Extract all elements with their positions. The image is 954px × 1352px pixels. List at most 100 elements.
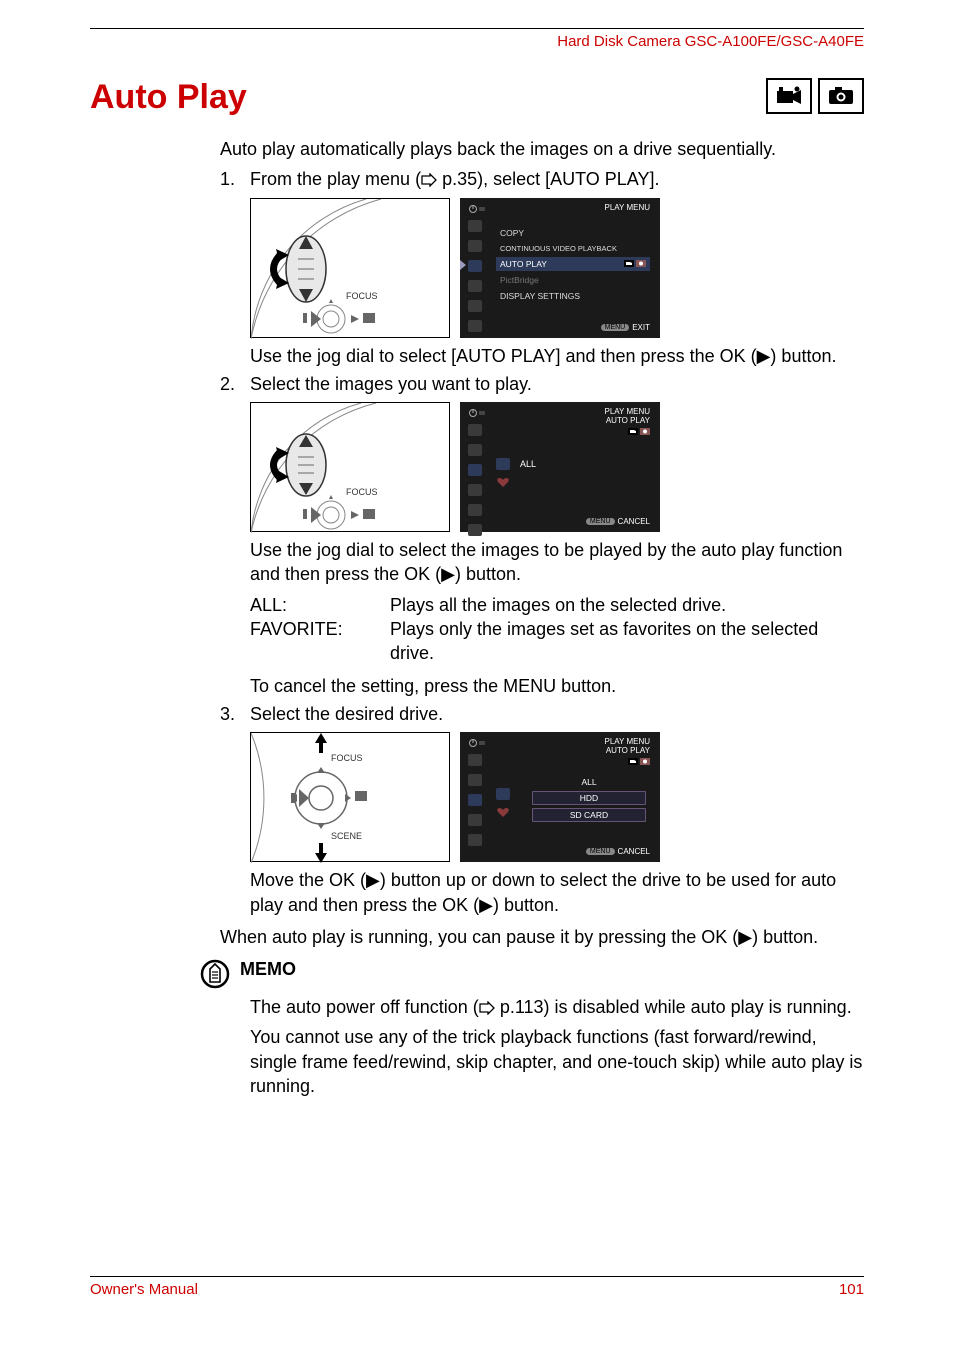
photo-mode-icon [818, 78, 864, 114]
menu-button-pill: MENU [586, 848, 615, 855]
section-title: Auto Play [90, 78, 247, 117]
step-2-cancel: To cancel the setting, press the MENU bu… [250, 674, 864, 698]
menu-cat-icon [468, 240, 482, 252]
step-3-num: 3. [220, 702, 250, 726]
mode-badges [605, 758, 651, 768]
memo-p1: The auto power off function ( p.113) is … [250, 995, 864, 1019]
sub-icon [496, 458, 510, 470]
menu-cat-icon [468, 754, 482, 766]
heart-icon [496, 476, 510, 488]
screen-1-left-icons [468, 220, 482, 332]
menu-item: COPY [496, 226, 650, 240]
step-1: 1. From the play menu ( p.35), select [A… [220, 167, 864, 191]
screen-3-footer: MENU CANCEL [586, 847, 650, 856]
sub-label: ALL [520, 459, 536, 469]
menu-cat-icon [468, 260, 482, 272]
menu-cat-icon [468, 320, 482, 332]
screen-3-left-icons [468, 754, 482, 846]
screen-2-title: PLAY MENU AUTO PLAY [605, 408, 651, 437]
drive-option-selected: HDD [532, 791, 646, 805]
screen-3-title: PLAY MENU AUTO PLAY [605, 738, 651, 767]
menu-item-selected: AUTO PLAY [496, 257, 650, 271]
header-rule [90, 28, 864, 29]
def-favorite: FAVORITE: Plays only the images set as f… [250, 617, 864, 666]
step-1-text-b: p.35), select [AUTO PLAY]. [437, 169, 659, 189]
step-3-figures: FOCUS SCENE PLAY MENU AUTO PLAY [250, 732, 864, 862]
memo-icon [200, 959, 230, 989]
drive-option: SD CARD [532, 808, 646, 822]
autoplay-screen-2: PLAY MENU AUTO PLAY ALL MENU CANCEL [460, 402, 660, 532]
step-3: 3. Select the desired drive. [220, 702, 864, 726]
intro-text: Auto play automatically plays back the i… [220, 137, 864, 161]
footer-label: EXIT [632, 323, 650, 332]
step-2-figures: FOCUS PLAY MENU AUTO PLAY [250, 402, 864, 532]
memo-header: MEMO [200, 959, 864, 989]
def-fav-term: FAVORITE: [250, 617, 390, 666]
title-row: Auto Play [90, 78, 864, 117]
mode-icons [766, 78, 864, 114]
menu-cat-icon [468, 444, 482, 456]
ref-arrow-icon [479, 1001, 495, 1015]
play-menu-screen-1: PLAY MENU COPY CONTINUOUS VIDEO PLAYBACK… [460, 198, 660, 338]
screen-3-title-b: AUTO PLAY [605, 747, 651, 756]
page-footer: Owner's Manual 101 [90, 1276, 864, 1298]
pause-note: When auto play is running, you can pause… [220, 925, 864, 949]
step-1-text-a: From the play menu ( [250, 169, 421, 189]
menu-cat-icon [468, 280, 482, 292]
svg-text:FOCUS: FOCUS [346, 487, 378, 497]
svg-text:FOCUS: FOCUS [331, 753, 363, 763]
step-2-num: 2. [220, 372, 250, 396]
sub-icon-box [496, 788, 510, 800]
def-all: ALL: Plays all the images on the selecte… [250, 593, 864, 617]
jog-dial-figure-2: FOCUS [250, 402, 450, 532]
power-icon [468, 738, 488, 748]
footer-label: CANCEL [618, 517, 650, 526]
svg-text:FOCUS: FOCUS [346, 291, 378, 301]
menu-button-pill: MENU [586, 518, 615, 525]
menu-item: CONTINUOUS VIDEO PLAYBACK [496, 242, 650, 255]
ok-button-figure-3: FOCUS SCENE [250, 732, 450, 862]
running-head: Hard Disk Camera GSC-A100FE/GSC-A40FE [90, 33, 864, 50]
step-1-after: Use the jog dial to select [AUTO PLAY] a… [250, 344, 864, 368]
def-all-desc: Plays all the images on the selected dri… [390, 593, 864, 617]
mode-badges [624, 259, 646, 269]
menu-cat-icon [468, 834, 482, 846]
step-2-after: Use the jog dial to select the images to… [250, 538, 864, 587]
menu-item: DISPLAY SETTINGS [496, 289, 650, 303]
footer-right: 101 [839, 1281, 864, 1298]
memo-p1-b: p.113) is disabled while auto play is ru… [495, 997, 852, 1017]
power-icon [468, 408, 488, 418]
cursor-icon [458, 258, 468, 272]
screen-3-options: ALL HDD SD CARD [532, 776, 646, 825]
memo-p2: You cannot use any of the trick playback… [250, 1025, 864, 1098]
svg-text:SCENE: SCENE [331, 831, 362, 841]
screen-1-footer: MENU EXIT [601, 323, 650, 332]
step-3-text: Select the desired drive. [250, 702, 864, 726]
step-1-body: From the play menu ( p.35), select [AUTO… [250, 167, 864, 191]
menu-cat-icon [468, 774, 482, 786]
footer-label: CANCEL [618, 847, 650, 856]
step-2-definitions: ALL: Plays all the images on the selecte… [250, 593, 864, 666]
def-fav-desc: Plays only the images set as favorites o… [390, 617, 864, 666]
menu-item-disabled: PictBridge [496, 273, 650, 287]
screen-2-sub-icons: ALL [496, 458, 536, 470]
video-mode-icon [766, 78, 812, 114]
screen-1-menu: COPY CONTINUOUS VIDEO PLAYBACK AUTO PLAY… [496, 226, 650, 305]
step-2-text: Select the images you want to play. [250, 372, 864, 396]
step-2: 2. Select the images you want to play. [220, 372, 864, 396]
screen-1-title: PLAY MENU [605, 204, 651, 213]
menu-cat-icon [468, 504, 482, 516]
memo-heading: MEMO [240, 959, 296, 980]
menu-cat-icon [468, 220, 482, 232]
screen-2-footer: MENU CANCEL [586, 517, 650, 526]
mode-badges [605, 428, 651, 438]
menu-cat-icon [468, 464, 482, 476]
drive-option: ALL [532, 776, 646, 788]
jog-dial-figure-1: FOCUS [250, 198, 450, 338]
step-1-figures: FOCUS PLAY MENU COPY CONTINUOUS VIDEO PL… [250, 198, 864, 338]
screen-2-title-b: AUTO PLAY [605, 417, 651, 426]
menu-cat-icon [468, 300, 482, 312]
drive-select-screen-3: PLAY MENU AUTO PLAY ALL HDD SD CARD MENU… [460, 732, 660, 862]
step-3-after: Move the OK (▶) button up or down to sel… [250, 868, 864, 917]
menu-cat-icon [468, 484, 482, 496]
